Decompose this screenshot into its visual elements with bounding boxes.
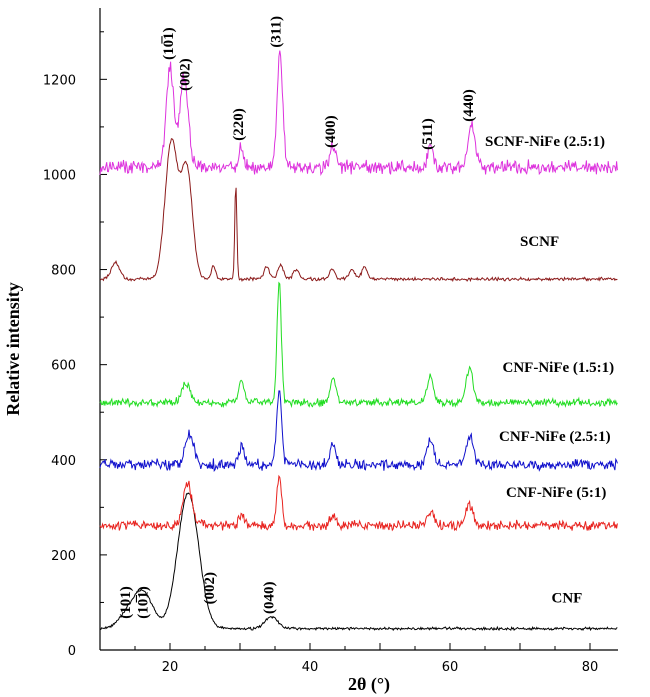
series-label: SCNF-NiFe (2.5:1) xyxy=(485,134,605,150)
peak-label: (400) xyxy=(323,115,339,148)
y-tick-label: 800 xyxy=(51,264,76,279)
peak-label: (511) xyxy=(420,118,436,150)
x-tick-label: 20 xyxy=(162,660,179,675)
series-label: CNF-NiFe (5:1) xyxy=(506,485,606,501)
series-label: CNF-NiFe (1.5:1) xyxy=(503,360,615,376)
x-axis-title: 2θ (°) xyxy=(348,674,390,695)
series-label: SCNF xyxy=(520,234,559,250)
y-axis-title: Relative intensity xyxy=(3,282,23,415)
peak-label: (002) xyxy=(178,58,194,91)
y-tick-label: 600 xyxy=(51,359,76,374)
series-line-0 xyxy=(99,492,618,632)
series-line-2 xyxy=(99,390,618,472)
peak-label: (10̅1) xyxy=(136,586,152,619)
peak-label: (440) xyxy=(461,89,477,122)
labels-group: SCNF-NiFe (2.5:1) SCNF CNF-NiFe (1.5:1) CNF… xyxy=(118,16,614,619)
peak-label: (10̅1) xyxy=(161,27,177,60)
peak-label: (002) xyxy=(202,572,218,605)
series-line-3 xyxy=(99,281,618,409)
y-tick-label: 400 xyxy=(51,454,76,469)
y-tick-label: 200 xyxy=(51,549,76,564)
axes: 0 200 400 600 800 1000 1200 20 40 60 80 xyxy=(43,8,618,675)
x-tick-label: 80 xyxy=(582,660,599,675)
series-label: CNF xyxy=(552,590,583,606)
peak-label: (040) xyxy=(262,581,278,614)
y-tick-label: 1200 xyxy=(43,73,76,88)
y-tick-label: 1000 xyxy=(43,168,76,183)
y-tick-label: 0 xyxy=(68,644,76,659)
peak-label: (101) xyxy=(118,586,134,619)
x-tick-label: 40 xyxy=(302,660,319,675)
series-line-1 xyxy=(99,474,618,532)
peak-label: (311) xyxy=(269,16,285,48)
series-group xyxy=(99,50,618,632)
series-line-4 xyxy=(99,138,618,283)
peak-label: (220) xyxy=(231,108,247,141)
series-label: CNF-NiFe (2.5:1) xyxy=(499,429,611,445)
x-tick-label: 60 xyxy=(442,660,459,675)
series-line-5 xyxy=(99,50,618,177)
